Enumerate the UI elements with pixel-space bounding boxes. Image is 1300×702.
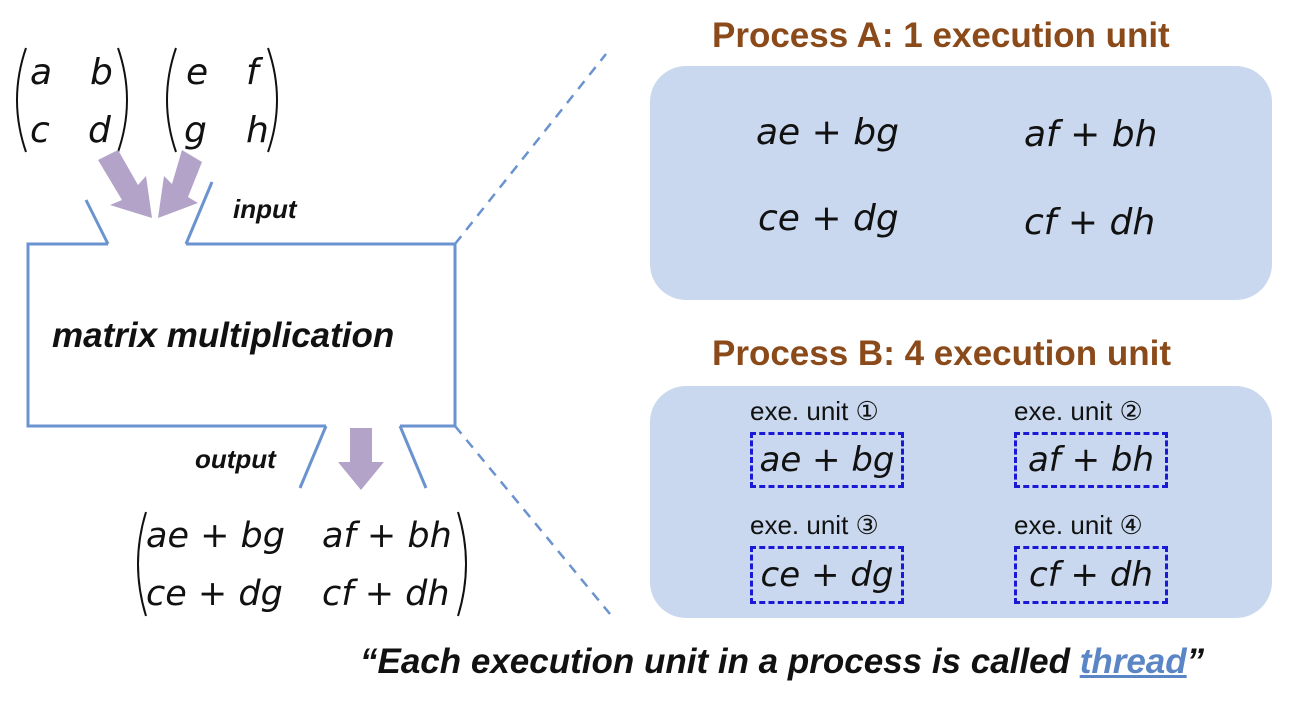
output-label: output (195, 444, 276, 474)
input-arrow-left (98, 150, 152, 218)
output-funnel-left (298, 425, 328, 489)
output-arrow (338, 428, 384, 490)
matrix-left-brackets (16, 47, 128, 153)
output-matrix-brackets (137, 511, 467, 617)
process-a-cell-1: ae + bg (756, 112, 899, 153)
exe-unit-label-1: exe. unit ① (750, 396, 879, 426)
process-a-cell-3: ce + dg (758, 198, 899, 239)
process-a-title: Process A: 1 execution unit (712, 16, 1170, 55)
matrix-right-brackets (166, 47, 278, 153)
caption: “Each execution unit in a process is cal… (360, 642, 1204, 682)
exe-unit-box-2: af + bh (1014, 432, 1168, 488)
matrix-entry-d: d (88, 110, 111, 151)
matrix-entry-f: f (246, 52, 259, 93)
input-label: input (233, 194, 297, 224)
exe-unit-expr-3: ce + dg (760, 555, 894, 595)
caption-suffix: ” (1186, 642, 1205, 681)
output-entry-4: cf + dh (322, 574, 450, 614)
process-b-panel (650, 386, 1272, 618)
input-funnel-right (184, 181, 214, 245)
exe-unit-box-1: ae + bg (750, 432, 904, 488)
exe-unit-label-2: exe. unit ② (1014, 396, 1143, 426)
process-box-outline (26, 242, 457, 428)
process-box-label: matrix multiplication (52, 316, 395, 355)
process-b-title: Process B: 4 execution unit (712, 334, 1172, 373)
input-funnel-left (84, 199, 110, 245)
process-a-cell-2: af + bh (1024, 114, 1158, 155)
exe-unit-label-3: exe. unit ③ (750, 510, 879, 540)
exe-unit-expr-1: ae + bg (759, 440, 895, 480)
output-entry-3: ce + dg (146, 574, 283, 614)
process-a-cell-4: cf + dh (1024, 202, 1156, 243)
matrix-entry-c: c (30, 110, 50, 151)
matrix-entry-b: b (90, 52, 113, 93)
caption-prefix: “Each execution unit in a process is cal… (360, 642, 1080, 681)
input-arrow-right (158, 150, 202, 218)
exe-unit-box-3: ce + dg (750, 546, 904, 604)
caption-keyword-thread: thread (1079, 642, 1187, 681)
exe-unit-box-4: cf + dh (1014, 546, 1168, 604)
output-entry-1: ae + bg (146, 516, 285, 556)
exe-unit-label-4: exe. unit ④ (1014, 510, 1143, 540)
exe-unit-expr-4: cf + dh (1029, 555, 1153, 595)
matrix-entry-a: a (30, 52, 53, 93)
zoom-line-top (454, 53, 607, 245)
process-a-panel (650, 66, 1272, 300)
matrix-entry-e: e (186, 52, 209, 93)
exe-unit-expr-2: af + bh (1027, 440, 1155, 480)
zoom-line-bottom (454, 425, 611, 615)
matrix-entry-g: g (184, 110, 207, 151)
output-funnel-right (398, 425, 428, 489)
output-entry-2: af + bh (322, 516, 452, 556)
matrix-entry-h: h (246, 110, 269, 151)
